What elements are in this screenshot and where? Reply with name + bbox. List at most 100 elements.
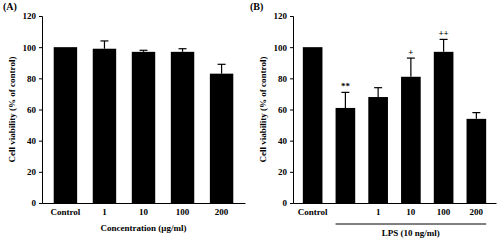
error-cap	[140, 50, 148, 51]
plot-area	[303, 39, 486, 203]
y-tick-mark	[290, 16, 293, 17]
error-stem	[345, 92, 346, 108]
y-tick-label: 40	[278, 136, 288, 146]
x-tick: 10	[139, 207, 149, 217]
y-tick-label: 60	[278, 105, 288, 115]
x-tick: 10	[406, 207, 416, 217]
y-tick: 0	[32, 198, 43, 208]
significance-label: **	[341, 81, 351, 91]
bar	[434, 52, 454, 203]
bar	[368, 97, 388, 203]
error-bar	[179, 49, 187, 52]
error-bar	[140, 50, 148, 52]
bar	[303, 47, 323, 203]
bar	[467, 119, 487, 203]
error-cap	[440, 39, 448, 40]
x-axis: Control 1 10 100 200	[43, 204, 246, 218]
error-stem	[378, 88, 379, 97]
panel-title: (B)	[250, 1, 263, 13]
panel-title: (A)	[3, 1, 17, 13]
y-tick: 0	[283, 198, 294, 208]
y-axis: 0 20 40 60 80 100 120	[23, 11, 43, 208]
bar	[93, 49, 116, 203]
error-cap	[179, 48, 187, 49]
error-bar	[100, 41, 108, 49]
y-tick: 80	[27, 74, 42, 84]
error-bar	[218, 64, 226, 73]
y-tick-mark	[39, 78, 42, 79]
x-tick: Control	[51, 207, 81, 217]
error-cap	[341, 92, 349, 93]
error-stem	[476, 113, 477, 119]
error-cap	[374, 87, 382, 88]
x-tick-label: 200	[470, 207, 484, 217]
y-tick-label: 100	[23, 43, 37, 53]
error-bar	[440, 39, 448, 51]
y-tick-mark	[39, 141, 42, 142]
error-stem	[410, 58, 411, 77]
error-cap	[218, 64, 226, 65]
x-axis-title: Concentration (μg/ml)	[101, 223, 187, 233]
y-tick: 80	[278, 74, 293, 84]
error-stem	[443, 39, 444, 51]
y-tick-label: 0	[32, 198, 37, 208]
y-tick-mark	[39, 110, 42, 111]
x-tick-label: 1	[102, 207, 107, 217]
x-tick-label: 200	[215, 207, 229, 217]
y-tick-label: 120	[23, 11, 37, 21]
figure: (A)020406080100120Cell viability (% of c…	[0, 0, 502, 247]
x-tick: 1	[102, 207, 107, 217]
y-tick-mark	[290, 78, 293, 79]
y-tick: 120	[274, 11, 294, 21]
y-tick-mark	[290, 203, 293, 204]
y-axis-line	[39, 17, 43, 204]
error-cap	[407, 57, 415, 58]
error-cap	[472, 112, 480, 113]
y-tick: 60	[278, 105, 293, 115]
error-bar	[407, 58, 415, 77]
bar	[210, 74, 233, 203]
y-tick: 60	[27, 105, 42, 115]
x-axis-title: LPS (10 ng/ml)	[382, 228, 440, 238]
y-tick-mark	[39, 47, 42, 48]
y-tick: 100	[23, 43, 43, 53]
x-tick-label: 1	[376, 207, 381, 217]
panel: (A)020406080100120Cell viability (% of c…	[3, 1, 246, 233]
bar	[336, 108, 356, 203]
y-tick-label: 20	[278, 167, 288, 177]
x-tick-label: 100	[176, 207, 190, 217]
y-axis: 020406080100120	[274, 11, 294, 208]
x-tick: 200	[470, 207, 484, 217]
error-cap	[100, 40, 108, 41]
x-tick-label: Control	[51, 207, 81, 217]
plot-area	[54, 41, 234, 203]
y-tick-label: 80	[27, 74, 37, 84]
x-tick-label: 100	[437, 207, 451, 217]
x-tick-label: Control	[298, 207, 328, 217]
x-tick: Control	[298, 207, 328, 217]
y-tick: 40	[27, 136, 42, 146]
x-axis-line	[43, 203, 246, 204]
y-tick-label: 60	[27, 105, 37, 115]
bar	[171, 52, 194, 203]
y-tick-mark	[290, 110, 293, 111]
error-stem	[104, 41, 105, 49]
y-tick-mark	[39, 203, 42, 204]
group-bracket	[336, 224, 487, 225]
error-stem	[221, 64, 222, 73]
x-axis-line	[294, 203, 497, 204]
panel: (B)020406080100120Cell viability (% of c…	[250, 1, 497, 238]
x-tick-label: 10	[139, 207, 149, 217]
y-tick-mark	[39, 172, 42, 173]
x-tick: 1	[376, 207, 381, 217]
y-tick: 20	[27, 167, 42, 177]
y-tick-label: 40	[27, 136, 37, 146]
y-tick-label: 20	[27, 167, 37, 177]
x-tick-label: 10	[406, 207, 416, 217]
y-tick-mark	[290, 141, 293, 142]
y-tick-label: 80	[278, 74, 288, 84]
bar	[132, 52, 155, 203]
error-bar	[341, 92, 349, 108]
significance-label: +	[408, 47, 413, 57]
error-bar	[472, 113, 480, 119]
